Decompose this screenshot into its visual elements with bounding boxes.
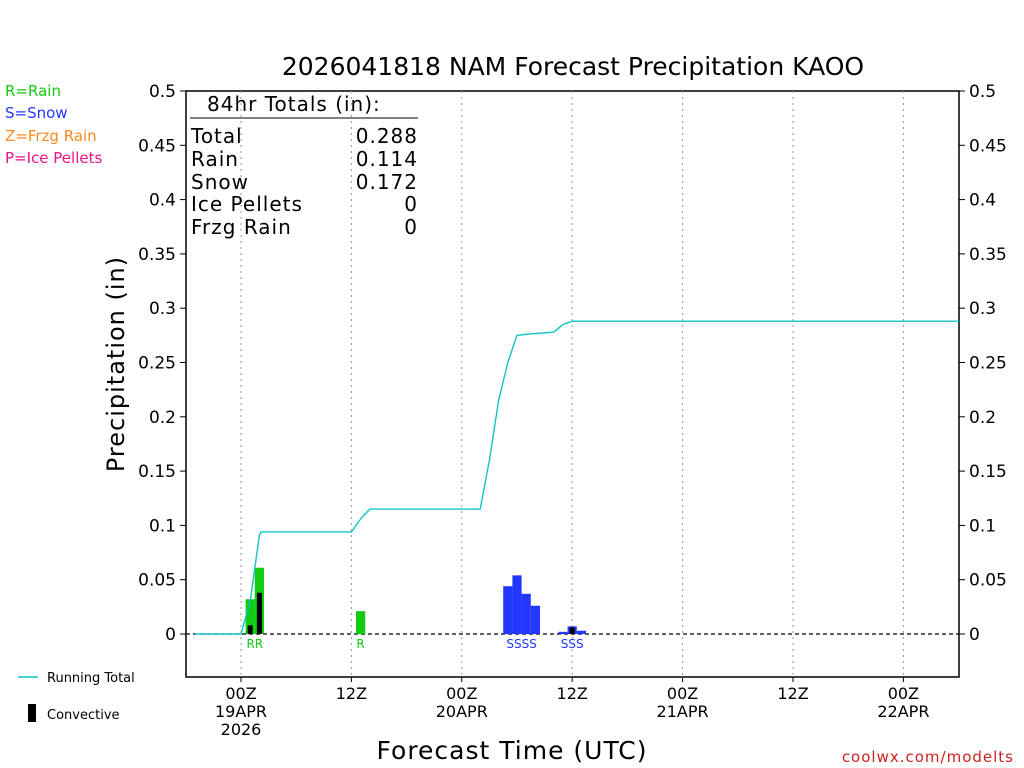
y-tick-label-left-9: 0.45 [138,136,176,156]
totals-box: 84hr Totals (in): Total 0.288 Rain 0.114… [190,92,418,239]
convective-bar-0 [247,625,253,634]
ptype-label-0: RR [246,637,263,651]
legend-top: R=Rain S=Snow Z=Frzg Rain P=Ice Pellets [5,82,102,167]
legend-frzg-rain: Z=Frzg Rain [5,127,97,145]
totals-label-ice-pellets: Ice Pellets [191,192,303,216]
y-tick-label-right-2: 0.1 [969,516,996,536]
convective-bar-1 [256,592,262,634]
totals-value-rain: 0.114 [356,147,418,171]
precip-bar-4 [512,575,522,634]
y-tick-label-left-10: 0.5 [149,82,176,102]
ptype-label-2: SSSS [506,637,536,651]
x-tick-label-6-2: 22APR [877,702,929,721]
totals-label-total: Total [190,124,243,148]
y-tick-label-left-4: 0.2 [149,408,176,428]
y-axis-label: Precipitation (in) [102,256,130,472]
totals-value-total: 0.288 [356,124,418,148]
y-tick-label-right-7: 0.35 [969,245,1007,265]
y-tick-label-left-8: 0.4 [149,191,176,211]
precip-bar-6 [530,605,540,634]
x-tick-label-0-3: 2026 [221,720,262,739]
y-tick-label-right-3: 0.15 [969,462,1007,482]
precip-bar-7 [558,631,568,634]
y-tick-label-left-1: 0.05 [138,571,176,591]
y-tick-label-right-1: 0.05 [969,571,1007,591]
precip-bar-3 [503,586,513,634]
y-axis-ticks: 0 00.05 0.050.1 0.10.15 0.150.2 0.20.25 0.250.… [138,82,1007,645]
precip-bar-0 [245,599,255,634]
precip-bar-9 [576,630,586,634]
totals-value-frzg-rain: 0 [404,215,418,239]
y-tick-label-right-6: 0.3 [969,299,996,319]
ptype-label-1: R [356,637,364,651]
y-tick-label-right-8: 0.4 [969,191,996,211]
legend-snow: S=Snow [5,104,68,122]
x-tick-label-1-1: 12Z [336,684,367,703]
x-tick-label-0-1: 00Z [225,684,256,703]
x-tick-label-4-2: 21APR [657,702,709,721]
x-tick-label-6-1: 00Z [888,684,919,703]
x-tick-label-0-2: 19APR [215,702,267,721]
totals-label-snow: Snow [191,170,249,194]
y-tick-label-right-9: 0.45 [969,136,1007,156]
precip-bar-5 [521,593,531,634]
precip-bars [245,567,586,634]
x-tick-label-3-1: 12Z [557,684,588,703]
y-tick-label-left-7: 0.35 [138,245,176,265]
ptype-labels: RR R SSSS SSS [246,637,583,651]
totals-value-ice-pellets: 0 [404,192,418,216]
legend-running-total: Running Total [47,671,135,686]
y-tick-label-right-5: 0.25 [969,354,1007,374]
credit-text: coolwx.com/modelts [842,748,1014,766]
x-tick-label-2-2: 20APR [436,702,488,721]
y-tick-label-left-0: 0 [165,625,176,645]
x-tick-label-4-1: 00Z [667,684,698,703]
convective-bars [247,592,575,634]
y-tick-label-right-4: 0.2 [969,408,996,428]
x-tick-label-5-1: 12Z [777,684,808,703]
vertical-gridlines [240,91,904,677]
running-total-line [195,320,959,635]
y-tick-label-left-2: 0.1 [149,516,176,536]
totals-label-rain: Rain [191,147,239,171]
y-tick-label-right-10: 0.5 [969,82,996,102]
convective-bar-2 [569,627,575,634]
legend-bottom: Running Total Convective [18,671,135,723]
precip-bar-2 [356,611,366,634]
y-tick-label-left-5: 0.25 [138,354,176,374]
totals-header: 84hr Totals (in): [207,92,381,116]
y-tick-label-left-3: 0.15 [138,462,176,482]
chart-title: 2026041818 NAM Forecast Precipitation KA… [282,52,864,81]
y-tick-label-left-6: 0.3 [149,299,176,319]
y-tick-label-right-0: 0 [969,625,980,645]
legend-rain: R=Rain [5,82,61,100]
totals-value-snow: 0.172 [356,170,418,194]
legend-ice-pellets: P=Ice Pellets [5,149,102,167]
totals-label-frzg-rain: Frzg Rain [191,215,292,239]
legend-convective: Convective [47,708,120,723]
convective-swatch [28,704,36,722]
x-tick-label-2-1: 00Z [446,684,477,703]
x-axis-label: Forecast Time (UTC) [377,736,648,765]
ptype-label-3: SSS [561,637,584,651]
